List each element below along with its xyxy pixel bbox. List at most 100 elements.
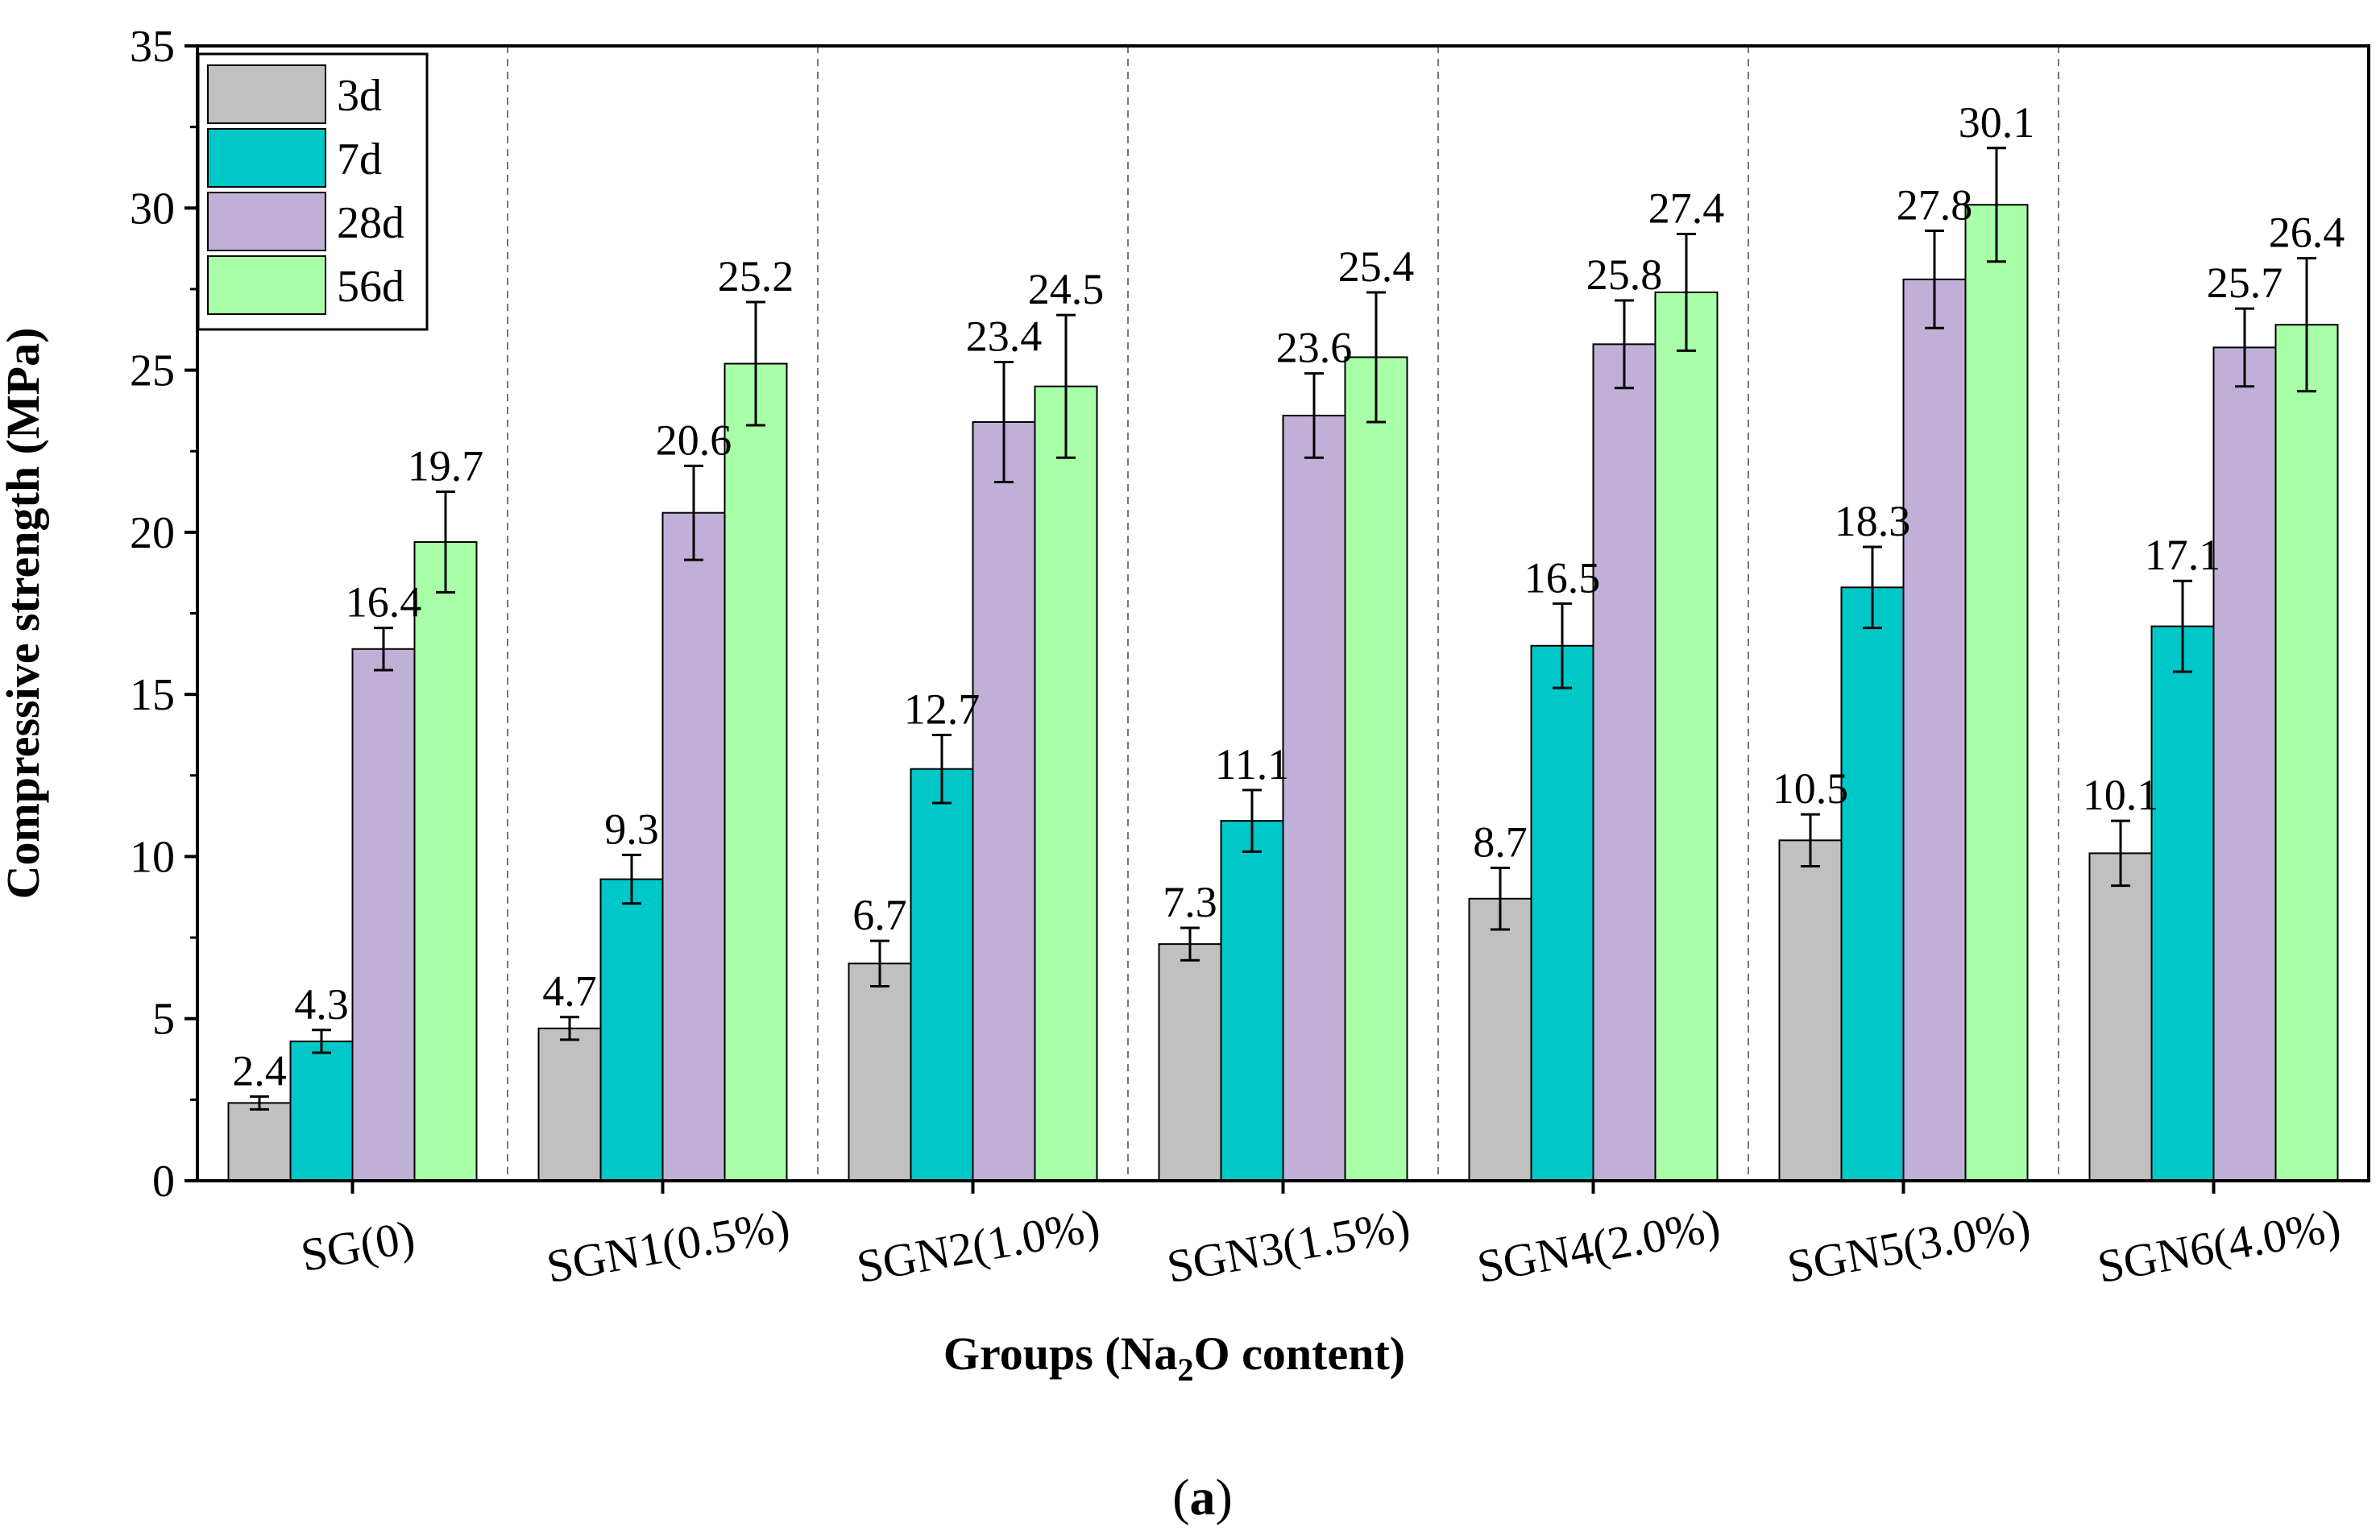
- bar-7d-3: [1220, 820, 1284, 1182]
- bar-3d-1: [537, 1027, 602, 1182]
- x-tick-label-0: SG(0): [297, 1210, 419, 1281]
- y-tick-label: 0: [152, 1157, 175, 1207]
- error-bar-3d-3: [1180, 926, 1200, 962]
- x-axis-title-part: O content): [1194, 1327, 1406, 1380]
- error-bar-56d-2: [1056, 313, 1076, 459]
- x-axis-title-subscript: 2: [1178, 1352, 1194, 1388]
- x-tick-label-6: SGN6(4.0%): [2094, 1198, 2345, 1293]
- x-axis: SG(0) SGN1(0.5%) SGN2(1.0%) SGN3(1.5%) SGN4(…: [297, 1181, 2345, 1293]
- data-label-3d-6: 10.1: [2083, 771, 2159, 819]
- legend[interactable]: 3d 7d 28d 56d: [197, 52, 429, 331]
- bar-7d-4: [1530, 644, 1594, 1182]
- error-bar-28d-0: [374, 627, 393, 672]
- y-tick-label: 20: [130, 508, 175, 558]
- data-label-28d-3: 23.6: [1276, 324, 1353, 372]
- y-tick-label: 10: [130, 832, 175, 882]
- error-bar-3d-2: [870, 939, 889, 987]
- data-label-7d-4: 16.5: [1524, 553, 1601, 602]
- error-bar-28d-4: [1615, 299, 1634, 390]
- caption-part: ): [1216, 1468, 1233, 1526]
- error-bar-28d-5: [1925, 229, 1944, 329]
- data-label-3d-1: 4.7: [542, 967, 597, 1016]
- data-label-56d-4: 27.4: [1648, 184, 1725, 232]
- error-bar-7d-6: [2173, 579, 2192, 673]
- legend-swatch-3d: [207, 64, 326, 124]
- x-tick-label-1: SGN1(0.5%): [543, 1198, 794, 1293]
- error-bar-56d-5: [1987, 147, 2006, 263]
- data-label-28d-0: 16.4: [346, 578, 422, 627]
- error-bar-56d-1: [746, 300, 765, 427]
- error-bar-3d-6: [2111, 819, 2130, 888]
- data-labels: 2.4 4.7 6.7 7.3 8.7 10.5 10.1 4.3 9.3 12.7 11.1 16.…: [232, 98, 2345, 1095]
- data-label-7d-6: 17.1: [2145, 531, 2221, 579]
- data-label-3d-3: 7.3: [1163, 878, 1217, 926]
- bar-7d-0: [289, 1040, 354, 1182]
- bar-56d-0: [413, 540, 478, 1182]
- error-bar-7d-3: [1242, 789, 1262, 853]
- x-axis-title: Groups (Na2O content): [943, 1327, 1405, 1388]
- caption-part: (: [1172, 1468, 1189, 1526]
- bar-3d-5: [1778, 839, 1843, 1182]
- error-bar-7d-4: [1553, 602, 1572, 689]
- data-label-7d-3: 11.1: [1215, 740, 1290, 789]
- legend-swatch-56d: [207, 255, 326, 315]
- bar-7d-2: [910, 768, 974, 1182]
- x-tick-label-2: SGN2(1.0%): [853, 1198, 1104, 1293]
- data-label-56d-0: 19.7: [408, 442, 484, 491]
- data-label-28d-2: 23.4: [966, 313, 1043, 361]
- legend-swatch-7d: [207, 128, 326, 188]
- data-label-3d-2: 6.7: [852, 891, 907, 939]
- x-tick-label-4: SGN4(2.0%): [1474, 1198, 1724, 1293]
- data-label-56d-3: 25.4: [1338, 242, 1415, 291]
- bar-56d-4: [1654, 291, 1719, 1182]
- data-label-56d-5: 30.1: [1959, 98, 2035, 147]
- x-tick-label-5: SGN5(3.0%): [1784, 1198, 2034, 1293]
- error-bar-28d-1: [684, 464, 703, 561]
- y-tick-label: 15: [130, 670, 175, 720]
- legend-label-56d: 56d: [337, 262, 404, 312]
- bar-28d-1: [661, 511, 726, 1182]
- bar-28d-2: [972, 420, 1036, 1182]
- error-bar-7d-5: [1863, 545, 1882, 630]
- bar-7d-5: [1840, 586, 1905, 1182]
- data-label-28d-6: 25.7: [2207, 259, 2283, 307]
- y-tick-label: 35: [130, 22, 175, 72]
- bars: [227, 204, 2339, 1182]
- y-tick-label: 5: [152, 995, 175, 1045]
- error-bar-7d-0: [312, 1029, 331, 1054]
- bar-3d-2: [848, 962, 912, 1182]
- error-bar-28d-2: [994, 361, 1014, 483]
- bar-28d-6: [2212, 346, 2277, 1182]
- legend-label-7d: 7d: [337, 135, 382, 184]
- bar-3d-0: [227, 1102, 292, 1182]
- data-label-56d-6: 26.4: [2269, 209, 2345, 257]
- data-label-28d-4: 25.8: [1586, 250, 1663, 299]
- error-bar-3d-1: [560, 1016, 579, 1041]
- legend-label-3d: 3d: [337, 71, 382, 121]
- bar-3d-3: [1158, 943, 1222, 1182]
- bar-56d-1: [724, 362, 788, 1182]
- bar-28d-5: [1902, 278, 1967, 1182]
- data-label-28d-5: 27.8: [1897, 180, 1973, 229]
- data-label-7d-2: 12.7: [904, 685, 981, 733]
- error-bar-56d-4: [1677, 232, 1696, 352]
- data-label-3d-0: 2.4: [232, 1046, 287, 1095]
- error-bar-3d-0: [250, 1095, 269, 1111]
- bar-56d-3: [1344, 356, 1408, 1182]
- data-label-3d-5: 10.5: [1773, 764, 1849, 813]
- y-axis: 0 5 10 15 20 25 30 35: [130, 22, 197, 1207]
- figure-caption: (a): [1172, 1468, 1233, 1526]
- error-bar-7d-1: [622, 853, 641, 905]
- x-tick-label-3: SGN3(1.5%): [1163, 1198, 1414, 1293]
- data-label-7d-0: 4.3: [294, 980, 349, 1029]
- group-separators: [507, 46, 2059, 1181]
- data-label-56d-1: 25.2: [718, 252, 794, 300]
- x-axis-title-part: Groups (Na: [943, 1327, 1178, 1380]
- data-label-3d-4: 8.7: [1473, 818, 1528, 867]
- bar-3d-4: [1468, 897, 1532, 1182]
- legend-swatch-28d: [207, 192, 326, 251]
- error-bar-3d-5: [1801, 813, 1820, 868]
- y-tick-label: 30: [130, 184, 175, 234]
- data-label-7d-1: 9.3: [604, 805, 659, 853]
